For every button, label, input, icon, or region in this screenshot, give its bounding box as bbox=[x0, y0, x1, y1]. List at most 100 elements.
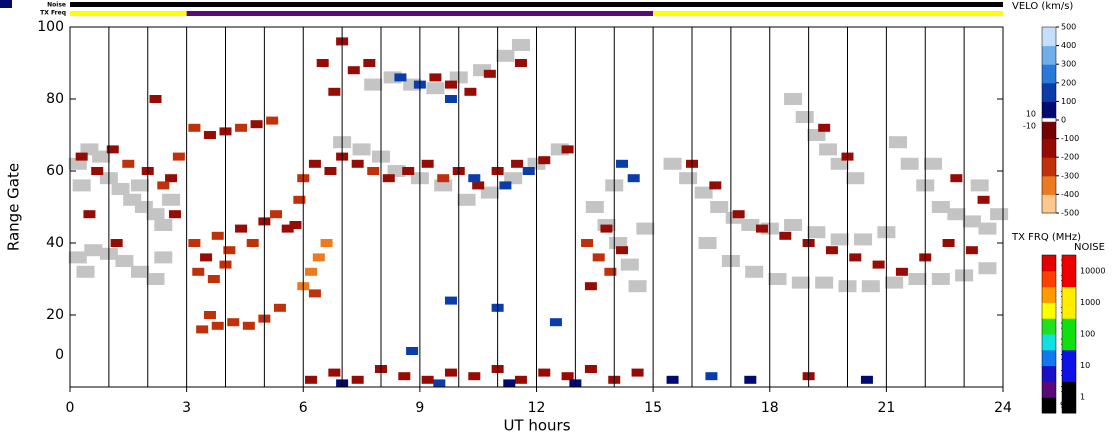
velocity-cell bbox=[305, 375, 318, 384]
ground-cell bbox=[111, 183, 130, 195]
velocity-cell bbox=[351, 375, 364, 384]
velocity-tick-label: 200 bbox=[1061, 78, 1076, 87]
ground-cell bbox=[931, 273, 950, 285]
velocity-cell bbox=[157, 181, 170, 190]
velocity-cell bbox=[394, 73, 407, 82]
velocity-cell bbox=[538, 368, 551, 377]
velocity-cell bbox=[584, 282, 597, 291]
velocity-cell bbox=[196, 325, 209, 334]
velocity-tick-label: 100 bbox=[1061, 97, 1076, 106]
velocity-cell bbox=[818, 123, 831, 132]
velocity-cell bbox=[616, 159, 629, 168]
y-axis-title: Range Gate bbox=[5, 163, 23, 251]
noise-scale-tick-label: 100 bbox=[1080, 330, 1095, 339]
ground-cell bbox=[663, 157, 682, 170]
y-tick-label: 100 bbox=[37, 19, 64, 35]
noise-bar-segment bbox=[70, 2, 1003, 7]
velocity-cell bbox=[312, 253, 325, 262]
ground-cell bbox=[815, 276, 834, 289]
velocity-cell bbox=[604, 267, 617, 276]
tx-scale-band bbox=[1042, 349, 1056, 367]
velocity-band bbox=[1042, 101, 1056, 121]
velocity-cell bbox=[328, 368, 341, 377]
y-tick-label: 80 bbox=[46, 91, 64, 107]
ground-cell bbox=[990, 208, 1009, 221]
velocity-cell bbox=[188, 123, 201, 132]
velocity-cell bbox=[211, 321, 224, 330]
velocity-cell bbox=[188, 239, 201, 247]
noise-scale-tick-label: 10 bbox=[1080, 361, 1090, 370]
ground-cell bbox=[352, 143, 371, 156]
ground-cell bbox=[741, 219, 760, 231]
velocity-cell bbox=[235, 224, 248, 233]
velocity-cell bbox=[367, 167, 380, 175]
noise-scale-label: NOISE bbox=[1074, 242, 1105, 253]
velocity-cell bbox=[305, 267, 318, 276]
velocity-cell bbox=[83, 210, 96, 219]
velocity-cell bbox=[627, 174, 640, 183]
velocity-cell bbox=[168, 210, 181, 219]
x-tick-label: 18 bbox=[761, 400, 779, 416]
velocity-cell bbox=[308, 289, 321, 298]
x-tick-label: 3 bbox=[182, 400, 191, 416]
velocity-small-tick-label: 10 bbox=[1026, 110, 1036, 119]
velocity-cell bbox=[110, 239, 123, 247]
velocity-cell bbox=[444, 368, 457, 377]
ground-cell bbox=[768, 273, 787, 285]
tx-scale-band bbox=[1042, 381, 1056, 398]
velocity-cell bbox=[351, 159, 364, 168]
ground-cell bbox=[908, 273, 927, 285]
x-tick-label: 24 bbox=[994, 400, 1012, 416]
velocity-band bbox=[1042, 175, 1056, 195]
velocity-cell bbox=[324, 167, 337, 175]
velocity-cell bbox=[91, 167, 104, 175]
tx-scale-band bbox=[1042, 334, 1056, 351]
velocity-cell bbox=[825, 246, 838, 255]
velocity-cell bbox=[429, 73, 442, 82]
ground-cell bbox=[807, 129, 826, 141]
ground-cell bbox=[162, 193, 181, 206]
velocity-cell bbox=[106, 145, 119, 154]
velocity-cell bbox=[0, 0, 12, 8]
velocity-band bbox=[1042, 45, 1056, 65]
ground-cell bbox=[480, 186, 499, 199]
ground-cell bbox=[962, 215, 981, 228]
velocity-cell bbox=[511, 159, 524, 168]
velocity-cell bbox=[308, 159, 321, 168]
ground-cell bbox=[970, 179, 989, 192]
velocity-band bbox=[1042, 120, 1056, 140]
velocity-cell bbox=[402, 167, 415, 175]
ground-cell bbox=[609, 237, 628, 249]
ground-cell bbox=[364, 78, 383, 91]
ground-cell bbox=[628, 280, 647, 293]
velocity-cell bbox=[849, 253, 862, 262]
ground-cell bbox=[931, 201, 950, 213]
velocity-cell bbox=[421, 159, 434, 168]
velocity-tick-label: -200 bbox=[1061, 153, 1079, 162]
ground-cell bbox=[72, 179, 91, 192]
velocity-cell bbox=[316, 59, 329, 67]
velocity-cell bbox=[347, 66, 360, 75]
ground-cell bbox=[146, 208, 165, 221]
velocity-cell bbox=[538, 156, 551, 165]
velocity-cell bbox=[250, 120, 263, 129]
velocity-scale-label: VELO (km/s) bbox=[1012, 1, 1073, 12]
tx-scale-band bbox=[1042, 318, 1056, 335]
velocity-cell bbox=[584, 365, 597, 373]
x-tick-label: 6 bbox=[299, 400, 308, 416]
noise-bar-label: Noise bbox=[47, 2, 66, 9]
velocity-tick-label: 300 bbox=[1061, 60, 1076, 69]
velocity-cell bbox=[942, 239, 955, 247]
plot-frame bbox=[69, 26, 1004, 388]
ground-cell bbox=[819, 143, 838, 156]
noise-scale-band bbox=[1062, 381, 1076, 414]
ground-cell bbox=[791, 276, 810, 289]
velocity-cell bbox=[581, 239, 594, 247]
ground-cell bbox=[154, 219, 173, 231]
noise-scale-tick-label: 1 bbox=[1080, 393, 1085, 402]
ground-cell bbox=[710, 201, 729, 213]
ground-cell bbox=[784, 93, 803, 105]
velocity-cell bbox=[172, 152, 185, 161]
ground-cell bbox=[504, 172, 523, 185]
